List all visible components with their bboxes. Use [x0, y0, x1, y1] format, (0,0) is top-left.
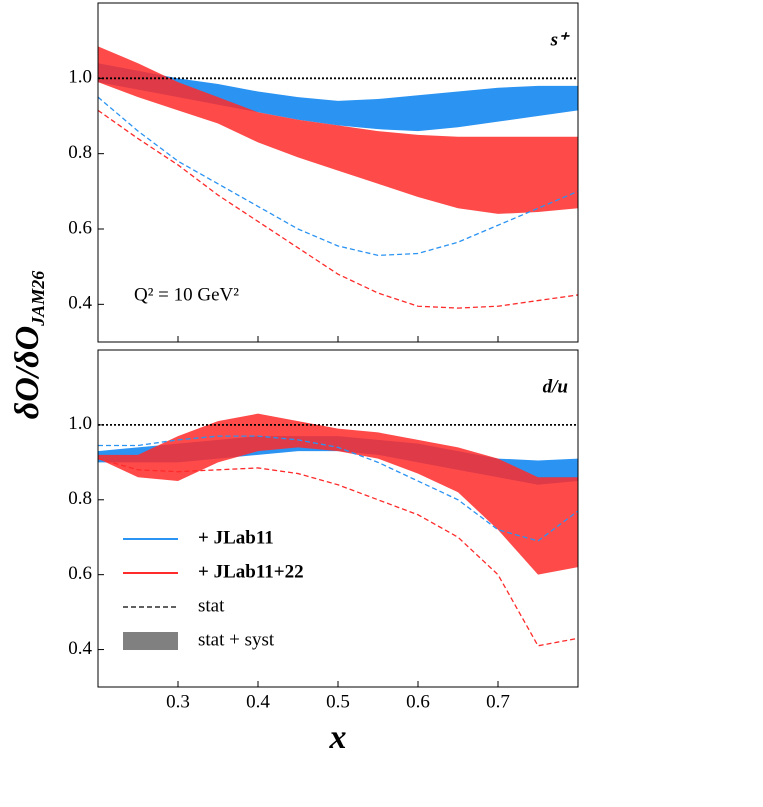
x-tick-label: 0.4: [246, 691, 270, 712]
legend-swatch: [123, 632, 178, 650]
x-tick-label: 0.6: [406, 691, 430, 712]
x-axis-label: x: [329, 719, 347, 756]
x-tick-label: 0.7: [486, 691, 510, 712]
stat-line: [98, 96, 578, 257]
y-tick-label: 0.6: [68, 563, 92, 584]
stat-line: [98, 109, 578, 309]
y-label-sub: JAM26: [28, 271, 48, 327]
y-label-main: δO/δO: [9, 326, 46, 419]
y-tick-label: 0.8: [68, 488, 92, 509]
y-tick-label: 1.0: [68, 67, 92, 88]
legend-label: stat: [198, 595, 225, 616]
annotation: Q² = 10 GeV²: [134, 284, 239, 305]
band: [98, 46, 578, 214]
legend-label: stat + syst: [198, 629, 275, 650]
y-tick-label: 0.4: [68, 638, 92, 659]
band: [98, 63, 578, 132]
x-tick-label: 0.5: [326, 691, 350, 712]
stat-line: [98, 435, 578, 542]
legend-label: + JLab11+22: [198, 561, 304, 582]
y-tick-label: 1.0: [68, 413, 92, 434]
y-tick-label: 0.6: [68, 217, 92, 238]
y-axis-label: δO/δOJAM26: [9, 271, 48, 419]
panel-label: s⁺: [550, 29, 570, 50]
x-tick-label: 0.3: [166, 691, 190, 712]
y-tick-label: 0.8: [68, 142, 92, 163]
band: [98, 413, 578, 575]
panel-label: d/u: [543, 376, 568, 397]
y-tick-label: 0.4: [68, 293, 92, 314]
legend-label: + JLab11: [198, 527, 274, 548]
stat-line: [98, 457, 578, 647]
